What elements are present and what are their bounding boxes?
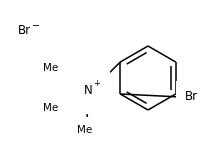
- Text: Me: Me: [43, 103, 58, 113]
- Text: Br: Br: [185, 90, 198, 103]
- Text: Me: Me: [43, 63, 58, 73]
- Text: −: −: [32, 21, 40, 31]
- Text: Br: Br: [18, 24, 31, 37]
- Text: N: N: [84, 83, 92, 97]
- Text: +: +: [94, 80, 100, 88]
- Text: Me: Me: [77, 125, 93, 135]
